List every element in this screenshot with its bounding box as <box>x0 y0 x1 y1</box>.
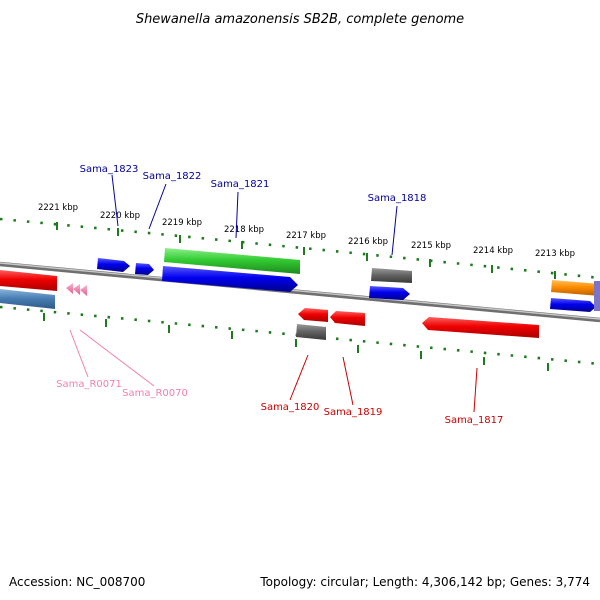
minus-strand-features <box>0 270 539 340</box>
gene-sama-1821-feature[interactable] <box>164 248 300 274</box>
gene-label-sama-r0071[interactable]: Sama_R0071 <box>56 379 122 390</box>
gene-labels: Sama_1823 Sama_1822 Sama_1821 Sama_1818 … <box>56 164 503 426</box>
gene-blue-right[interactable] <box>550 298 596 312</box>
gene-sama-1818-feature[interactable] <box>371 268 412 283</box>
gene-sama-1819[interactable] <box>330 311 365 326</box>
tick-label: 2213 kbp <box>535 249 575 259</box>
gene-label-sama-1819[interactable]: Sama_1819 <box>324 407 383 418</box>
tick-labels: 2221 kbp 2220 kbp 2219 kbp 2218 kbp 2217… <box>38 203 575 259</box>
tick-label: 2217 kbp <box>286 231 326 241</box>
tick-label: 2215 kbp <box>411 241 451 251</box>
upper-major-ticks <box>56 222 556 279</box>
tick-label: 2218 kbp <box>224 225 264 235</box>
gene-label-sama-1817[interactable]: Sama_1817 <box>445 415 504 426</box>
tick-label: 2214 kbp <box>473 246 513 256</box>
gene-sama-1822[interactable] <box>135 263 154 275</box>
gene-sama-r0070[interactable] <box>80 285 87 296</box>
gene-steel-left[interactable] <box>0 289 55 309</box>
accession-text: Accession: NC_008700 <box>9 575 145 589</box>
gene-sama-1818[interactable] <box>369 286 410 300</box>
gene-sama-r0070-a[interactable] <box>73 284 80 295</box>
leader-lines <box>69 174 478 413</box>
gene-sama-1817[interactable] <box>422 317 539 338</box>
tick-label: 2216 kbp <box>348 237 388 247</box>
gene-sama-r0071[interactable] <box>66 283 73 294</box>
gene-sama-1820-feature[interactable] <box>296 324 326 340</box>
genome-title: Shewanella amazonensis SB2B, complete ge… <box>136 12 464 27</box>
gene-sama-1823[interactable] <box>97 258 130 272</box>
tick-label: 2220 kbp <box>100 211 140 221</box>
genome-backbone <box>0 261 600 323</box>
gene-label-sama-1820[interactable]: Sama_1820 <box>261 402 320 413</box>
gene-label-sama-r0070[interactable]: Sama_R0070 <box>122 388 188 399</box>
gene-label-sama-1823[interactable]: Sama_1823 <box>80 164 139 175</box>
gene-sama-1820[interactable] <box>298 308 328 322</box>
lower-major-ticks <box>43 313 549 371</box>
topology-text: Topology: circular; Length: 4,306,142 bp… <box>259 575 590 589</box>
gene-label-sama-1818[interactable]: Sama_1818 <box>368 193 427 204</box>
gene-red-left[interactable] <box>0 270 57 291</box>
gene-orange[interactable] <box>551 280 600 296</box>
tick-label: 2221 kbp <box>38 203 78 213</box>
gene-label-sama-1822[interactable]: Sama_1822 <box>143 171 202 182</box>
plus-strand-features <box>97 248 600 312</box>
gene-label-sama-1821[interactable]: Sama_1821 <box>211 179 270 190</box>
gene-sama-1821[interactable] <box>162 266 298 292</box>
tick-label: 2219 kbp <box>162 218 202 228</box>
